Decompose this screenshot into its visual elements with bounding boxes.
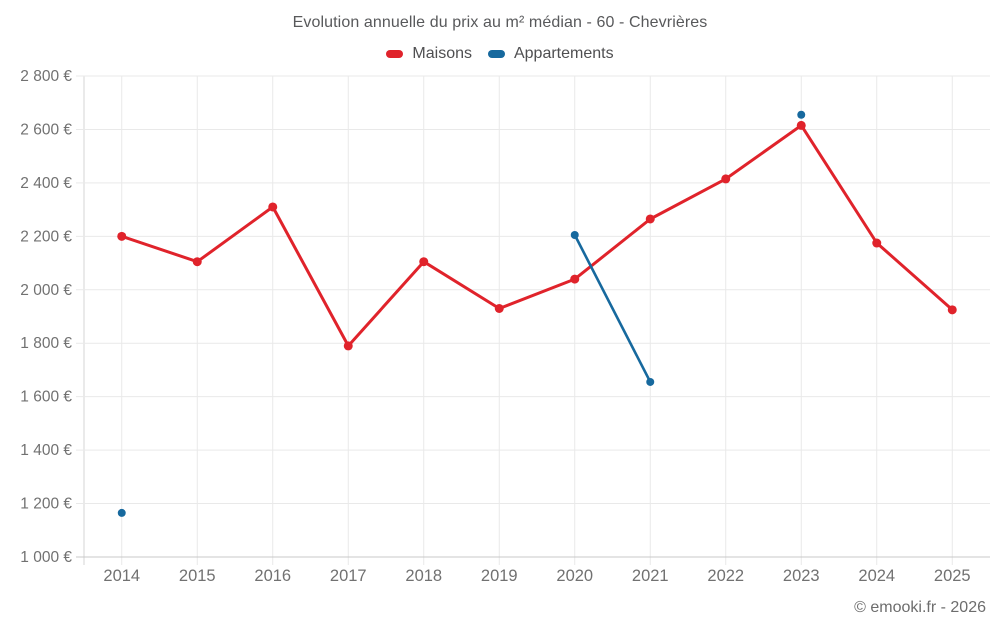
data-point-maisons-2022 [721, 174, 731, 184]
data-point-appartements-2021 [646, 377, 655, 386]
data-point-appartements-2020 [570, 230, 579, 239]
legend-label-maisons: Maisons [412, 45, 472, 62]
data-point-maisons-2023 [796, 120, 806, 130]
x-axis-label: 2015 [179, 567, 216, 585]
x-axis-label: 2016 [254, 567, 291, 585]
data-point-maisons-2020 [570, 274, 580, 284]
series-line-maisons [120, 123, 954, 348]
y-axis-label: 2 600 € [20, 121, 72, 138]
y-axis-label: 1 800 € [20, 335, 72, 352]
y-axis-label: 2 000 € [20, 282, 72, 299]
legend-label-appartements: Appartements [513, 45, 614, 62]
y-axis-label: 2 400 € [20, 175, 72, 192]
x-axis-label: 2023 [783, 567, 820, 585]
y-axis-label: 2 200 € [20, 228, 72, 245]
data-point-maisons-2015 [192, 257, 202, 267]
x-axis-label: 2025 [934, 567, 971, 585]
data-point-maisons-2017 [343, 341, 353, 351]
data-point-appartements-2023 [797, 110, 806, 119]
x-axis-label: 2022 [707, 567, 744, 585]
series-line-appartements [575, 115, 802, 382]
legend: Maisons Appartements [0, 45, 1000, 63]
footer-credit: © emooki.fr - 2026 [854, 599, 986, 616]
y-axis-label: 1 000 € [20, 549, 72, 566]
y-axis-label: 1 200 € [20, 496, 72, 513]
y-axis-label: 1 600 € [20, 389, 72, 406]
y-axis-label: 1 400 € [20, 442, 72, 459]
x-axis-label: 2017 [330, 567, 367, 585]
data-point-maisons-2014 [117, 231, 127, 241]
x-axis-label: 2019 [481, 567, 518, 585]
x-axis-label: 2021 [632, 567, 669, 585]
legend-swatch-appartements-icon [487, 50, 505, 58]
data-point-maisons-2018 [419, 257, 429, 267]
data-point-maisons-2019 [494, 303, 504, 313]
data-point-maisons-2025 [947, 305, 957, 315]
data-point-maisons-2024 [872, 238, 882, 248]
data-point-maisons-2016 [268, 202, 278, 212]
x-axis-label: 2024 [858, 567, 895, 585]
data-point-maisons-2021 [645, 214, 655, 224]
legend-swatch-maisons-icon [386, 50, 404, 58]
chart-title: Evolution annuelle du prix au m² médian … [292, 14, 708, 31]
y-axis-label: 2 800 € [20, 68, 72, 85]
data-point-appartements-2014 [117, 508, 126, 517]
x-axis-label: 2014 [103, 567, 140, 585]
x-axis-label: 2020 [556, 567, 593, 585]
legend-item-maisons[interactable]: Maisons [386, 45, 472, 63]
legend-item-appartements[interactable]: Appartements [487, 45, 614, 63]
x-axis-label: 2018 [405, 567, 442, 585]
